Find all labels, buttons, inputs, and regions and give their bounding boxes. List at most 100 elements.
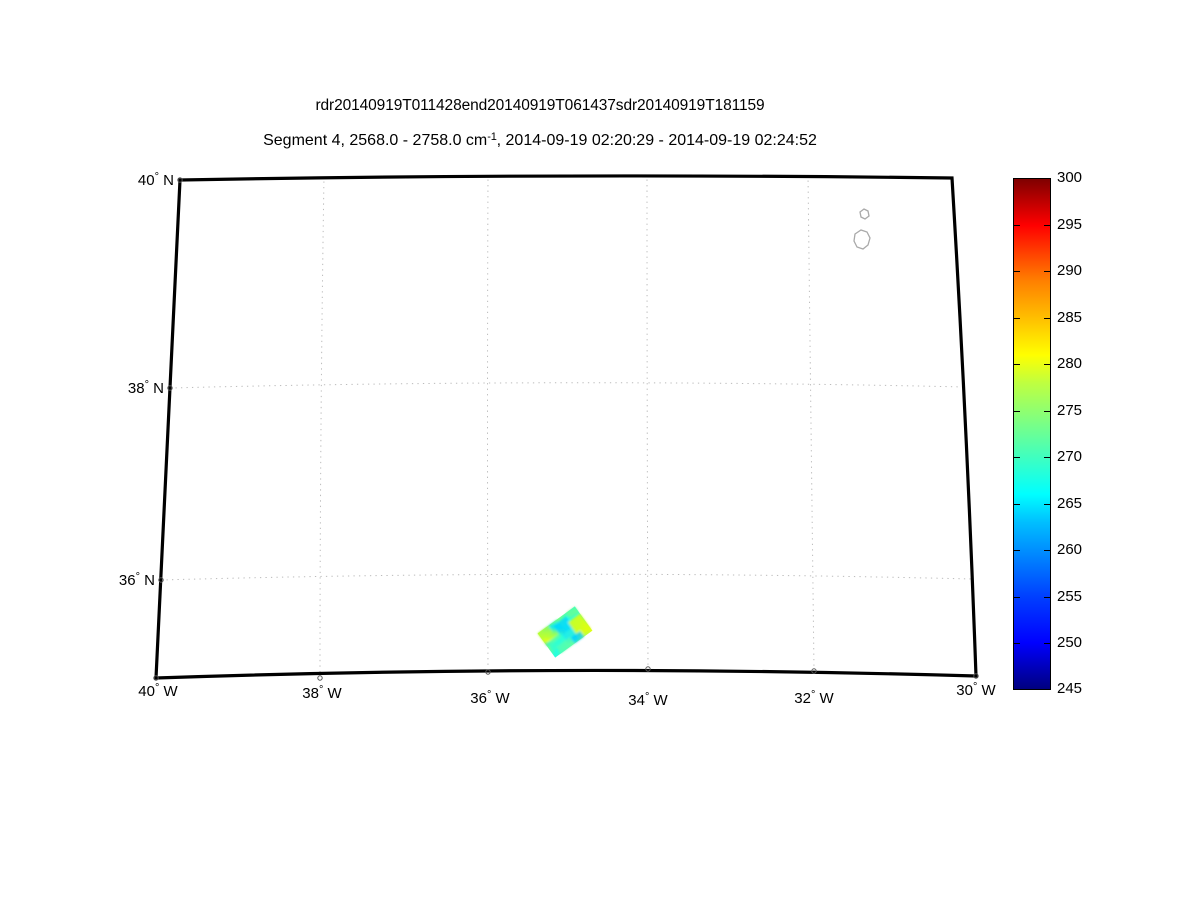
x-tick-label-32w: 32° W <box>784 689 844 707</box>
x-tick-label-34w: 34° W <box>618 691 678 709</box>
colorbar-label-250: 250 <box>1057 634 1083 651</box>
degree-symbol-icon: ° <box>318 684 324 696</box>
title-line-segment-info: Segment 4, 2568.0 - 2758.0 cm-1, 2014-09… <box>0 130 1080 149</box>
colorbar-tick-left-275 <box>1014 410 1020 412</box>
granule-data-patch[interactable] <box>537 606 593 658</box>
tick-mark-36w <box>485 669 491 675</box>
colorbar-tick-right-290 <box>1044 271 1050 272</box>
colorbar-tick-right-280 <box>1044 364 1050 365</box>
y-tick-value-38: 38 <box>127 380 145 397</box>
colorbar-tick-right-285 <box>1044 317 1050 319</box>
gridline-meridian-36w <box>487 175 489 673</box>
y-tick-dir-36: N <box>144 572 155 589</box>
coastline-azores-island-small <box>859 208 870 220</box>
title-superscript-exponent: -1 <box>487 130 497 143</box>
colorbar-tick-right-270 <box>1044 457 1050 458</box>
degree-symbol-icon: ° <box>144 379 149 391</box>
tick-mark-40n <box>177 177 183 183</box>
degree-symbol-icon: ° <box>154 682 160 694</box>
title-line-granule-id: rdr20140919T011428end20140919T061437sdr2… <box>315 97 765 114</box>
colorbar-tick-right-255 <box>1044 596 1050 598</box>
colorbar-tick-right-300 <box>1044 178 1050 179</box>
y-tick-label-40n: 40° N <box>62 171 174 189</box>
tick-mark-38n <box>167 385 173 391</box>
gridline-parallel-36n <box>160 573 973 581</box>
y-tick-label-36n: 36° N <box>43 571 155 589</box>
colorbar-label-295: 295 <box>1057 215 1083 233</box>
map-svg[interactable] <box>120 160 1020 705</box>
y-tick-value-40: 40 <box>137 172 155 189</box>
graticule-gridlines <box>160 175 973 679</box>
colorbar-tick-left-250 <box>1014 643 1020 644</box>
y-tick-dir-40: N <box>163 172 174 189</box>
map-frame-border <box>154 174 978 680</box>
chart-title-block: rdr20140919T011428end20140919T061437sdr2… <box>0 98 1080 149</box>
colorbar-label-275: 275 <box>1057 401 1083 419</box>
x-tick-value-40: 40 <box>138 683 155 700</box>
colorbar-tick-left-295 <box>1014 224 1020 226</box>
granule-texture <box>537 606 592 654</box>
colorbar[interactable]: 300 295 290 285 280 275 270 265 260 255 … <box>1013 169 1082 697</box>
colorbar-label-245: 245 <box>1057 680 1083 697</box>
x-tick-dir-40: W <box>163 683 178 700</box>
map-contents <box>160 175 973 679</box>
colorbar-tick-right-250 <box>1044 643 1050 644</box>
x-tick-value-36: 36 <box>470 690 487 707</box>
colorbar-label-285: 285 <box>1057 308 1083 326</box>
colorbar-tick-right-295 <box>1044 224 1050 226</box>
colorbar-label-265: 265 <box>1057 494 1083 512</box>
x-tick-label-38w: 38° W <box>292 684 352 702</box>
x-tick-dir-32: W <box>819 690 834 707</box>
title-segment-suffix: , 2014-09-19 02:20:29 - 2014-09-19 02:24… <box>496 131 817 149</box>
x-tick-label-30w: 30° W <box>946 681 1006 699</box>
x-tick-label-40w: 40° W <box>128 682 188 700</box>
colorbar-gradient-jet <box>1013 178 1051 690</box>
x-tick-label-36w: 36° W <box>460 689 520 707</box>
tick-mark-34w <box>645 666 651 672</box>
colorbar-tick-right-260 <box>1044 550 1050 551</box>
colorbar-label-255: 255 <box>1057 587 1083 605</box>
colorbar-tick-left-290 <box>1014 271 1020 272</box>
y-tick-value-36: 36 <box>118 572 136 589</box>
y-tick-label-38n: 38° N <box>52 379 164 397</box>
colorbar-tick-right-265 <box>1044 503 1050 505</box>
degree-symbol-icon: ° <box>644 691 650 703</box>
tick-mark-38w <box>317 675 323 681</box>
colorbar-tick-left-300 <box>1014 178 1020 179</box>
tick-mark-30w <box>973 673 979 679</box>
colorbar-label-300: 300 <box>1057 169 1083 186</box>
degree-symbol-icon: ° <box>154 171 159 183</box>
map-plot-area[interactable]: 40° W 38° W 36° W 34° W 32° W 30° W 40° … <box>119 160 1020 709</box>
x-tick-dir-38: W <box>327 685 342 702</box>
colorbar-tick-right-275 <box>1044 410 1050 412</box>
x-tick-value-34: 34 <box>628 692 645 709</box>
y-tick-dir-38: N <box>153 380 164 397</box>
x-tick-dir-34: W <box>653 692 668 709</box>
x-tick-dir-30: W <box>981 682 996 699</box>
axis-tick-marks <box>153 177 979 681</box>
tick-mark-32w <box>811 668 817 674</box>
degree-symbol-icon: ° <box>972 681 978 693</box>
x-tick-value-30: 30 <box>956 682 973 699</box>
degree-symbol-icon: ° <box>810 689 816 701</box>
colorbar-label-290: 290 <box>1057 262 1083 279</box>
colorbar-label-270: 270 <box>1057 448 1083 465</box>
colorbar-label-260: 260 <box>1057 541 1083 558</box>
colorbar-tick-left-280 <box>1014 364 1020 365</box>
x-tick-value-38: 38 <box>302 685 319 702</box>
x-tick-value-32: 32 <box>794 690 811 707</box>
title-segment-prefix: Segment 4, 2568.0 - 2758.0 cm <box>263 131 488 149</box>
colorbar-tick-left-265 <box>1014 503 1020 505</box>
degree-symbol-icon: ° <box>135 571 140 583</box>
colorbar-label-280: 280 <box>1057 355 1083 372</box>
x-tick-dir-36: W <box>495 690 510 707</box>
tick-mark-40w <box>153 675 159 681</box>
colorbar-tick-left-255 <box>1014 596 1020 598</box>
colorbar-tick-left-285 <box>1014 317 1020 319</box>
coastline-layer <box>853 208 871 250</box>
coastline-azores-island-large <box>853 229 871 250</box>
tick-mark-36n <box>158 577 164 583</box>
colorbar-tick-left-270 <box>1014 457 1020 458</box>
map-background <box>156 175 976 678</box>
